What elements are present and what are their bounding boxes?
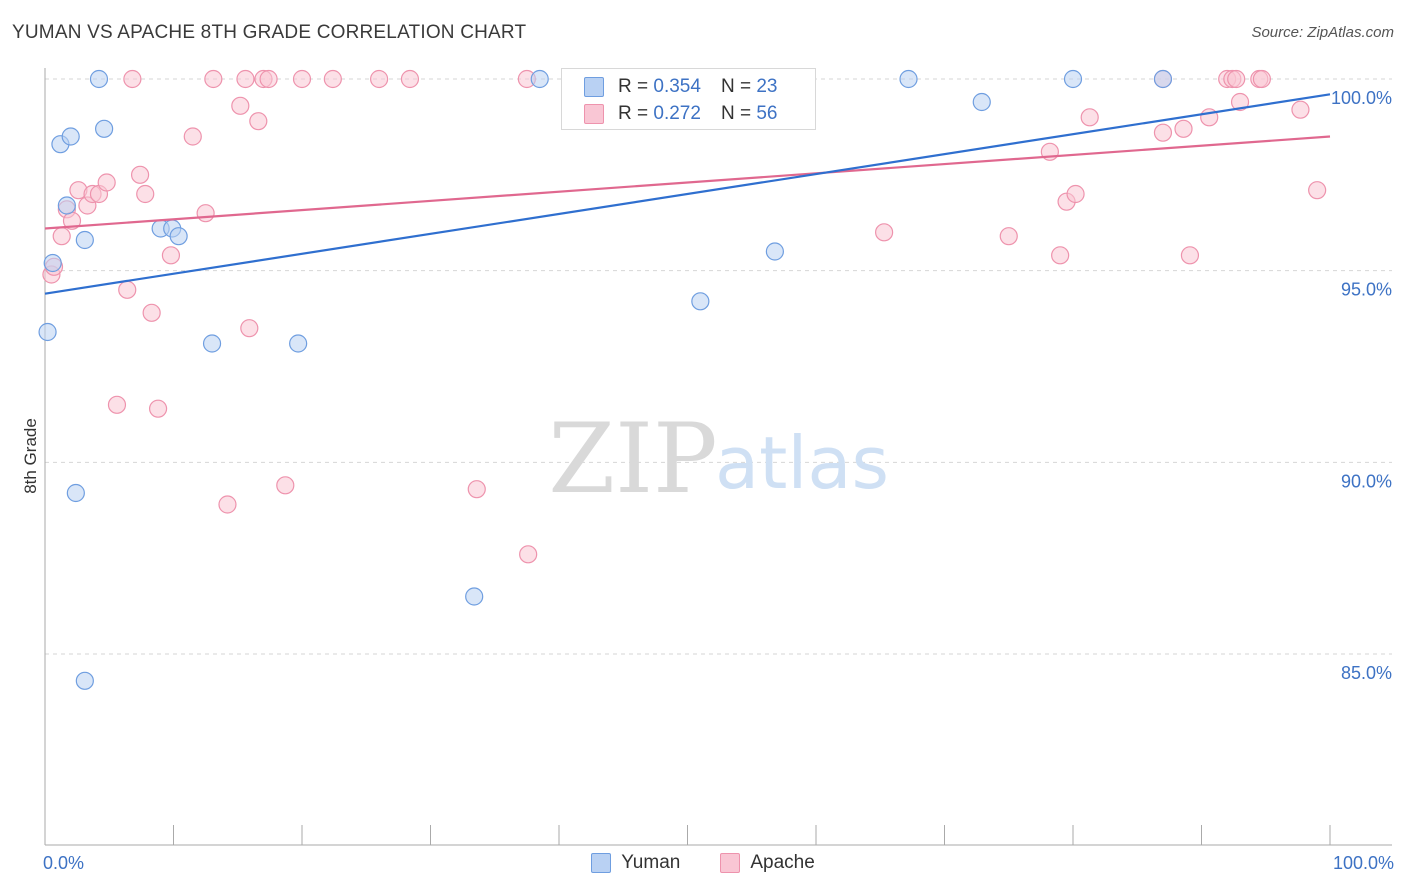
apache-swatch <box>584 104 604 124</box>
yuman-point <box>1063 69 1083 89</box>
yuman-point <box>289 334 308 353</box>
legend-label-yuman: Yuman <box>621 852 681 873</box>
stats-legend: R = 0.354 N = 23 R = 0.272 N = 56 <box>561 68 816 130</box>
apache-point <box>323 69 342 89</box>
legend-n-label: N = <box>720 103 752 124</box>
apache-point <box>136 184 155 204</box>
yuman-point <box>899 69 918 89</box>
yuman-point <box>972 92 991 112</box>
yuman-point <box>38 322 57 342</box>
apache-point <box>107 395 127 414</box>
legend-r-label: R = <box>618 103 649 124</box>
apache-point <box>259 69 278 89</box>
apache-point <box>52 227 71 246</box>
apache-point <box>249 112 268 131</box>
x-tick-label: 100.0% <box>1333 853 1394 873</box>
chart-title: YUMAN VS APACHE 8TH GRADE CORRELATION CH… <box>12 22 527 43</box>
apache-point <box>240 319 259 338</box>
trend-lines <box>44 93 1331 295</box>
apache-point <box>148 399 168 418</box>
yuman-point <box>169 227 188 246</box>
apache-legend-swatch <box>720 853 741 873</box>
legend-row-apache: R = 0.272 N = 56 <box>584 103 777 125</box>
yuman-point <box>43 253 62 273</box>
yuman-point <box>1153 69 1173 89</box>
apache-point <box>1080 108 1099 127</box>
apache-point <box>519 545 538 564</box>
axes <box>44 68 1392 846</box>
apache-point <box>161 246 181 265</box>
y-tick-label: 85.0% <box>1341 663 1392 683</box>
legend-n-label: N = <box>720 76 752 97</box>
apache-point <box>218 495 237 514</box>
legend-item-apache[interactable]: Apache <box>720 852 815 874</box>
x-tick-label: 0.0% <box>43 853 84 873</box>
yuman-point <box>765 242 784 261</box>
apache-point <box>1153 123 1173 142</box>
yuman-trend-line <box>44 93 1331 295</box>
apache-point <box>1308 181 1327 200</box>
apache-point <box>1291 100 1310 119</box>
legend-r-value: 0.272 <box>653 103 701 124</box>
legend-r-label: R = <box>618 76 649 97</box>
yuman-point <box>202 334 222 353</box>
apache-point <box>370 69 389 89</box>
apache-point <box>130 165 150 184</box>
apache-point <box>142 303 161 322</box>
yuman-point <box>95 119 114 138</box>
series-legend: Yuman Apache <box>0 852 1406 874</box>
watermark-atlas: atlas <box>715 421 889 505</box>
yuman-point <box>465 587 484 606</box>
yuman-point <box>61 127 80 146</box>
y-axis-label: 8th Grade <box>21 418 40 494</box>
legend-item-yuman[interactable]: Yuman <box>591 852 680 874</box>
apache-point <box>875 223 894 242</box>
yuman-point <box>89 69 109 89</box>
legend-n-value: 23 <box>756 76 778 97</box>
apache-point <box>1051 246 1070 265</box>
apache-point <box>1227 69 1246 89</box>
legend-label-apache: Apache <box>750 852 815 873</box>
yuman-point <box>66 483 85 503</box>
yuman-point <box>57 196 76 215</box>
apache-point <box>276 476 295 495</box>
yuman-swatch <box>584 77 604 97</box>
apache-point <box>1174 119 1193 138</box>
apache-point <box>999 227 1018 246</box>
legend-row-yuman: R = 0.354 N = 23 <box>584 76 777 98</box>
apache-point <box>292 69 312 89</box>
watermark-zip: ZIP <box>548 403 717 515</box>
watermark: ZIP atlas <box>548 403 889 515</box>
apache-point <box>123 69 142 89</box>
apache-point <box>196 204 215 223</box>
tick-labels: 100.0% 95.0% 90.0% 85.0% 0.0% 100.0% <box>43 88 1394 873</box>
yuman-point <box>530 69 549 89</box>
yuman-point <box>75 671 94 690</box>
legend-r-value: 0.354 <box>653 76 701 97</box>
apache-point <box>400 69 420 89</box>
apache-point <box>231 96 250 115</box>
yuman-point <box>75 230 94 250</box>
apache-point <box>204 69 223 89</box>
apache-trend-line <box>44 135 1331 230</box>
apache-point <box>236 69 255 89</box>
y-tick-label: 100.0% <box>1331 88 1392 108</box>
apache-point <box>1180 246 1200 265</box>
apache-point <box>183 127 202 146</box>
legend-n-value: 56 <box>756 103 778 124</box>
source-label: Source: ZipAtlas.com <box>1251 24 1394 41</box>
yuman-legend-swatch <box>591 853 612 873</box>
apache-point <box>467 480 486 499</box>
apache-point <box>118 280 137 299</box>
apache-point <box>1230 92 1250 112</box>
apache-point <box>97 173 116 192</box>
apache-point <box>1066 184 1085 204</box>
data-points <box>38 69 1327 690</box>
yuman-point <box>691 292 710 311</box>
y-tick-label: 90.0% <box>1341 471 1392 491</box>
gridlines <box>45 78 1392 655</box>
y-tick-label: 95.0% <box>1341 280 1392 300</box>
apache-point <box>1252 69 1271 89</box>
